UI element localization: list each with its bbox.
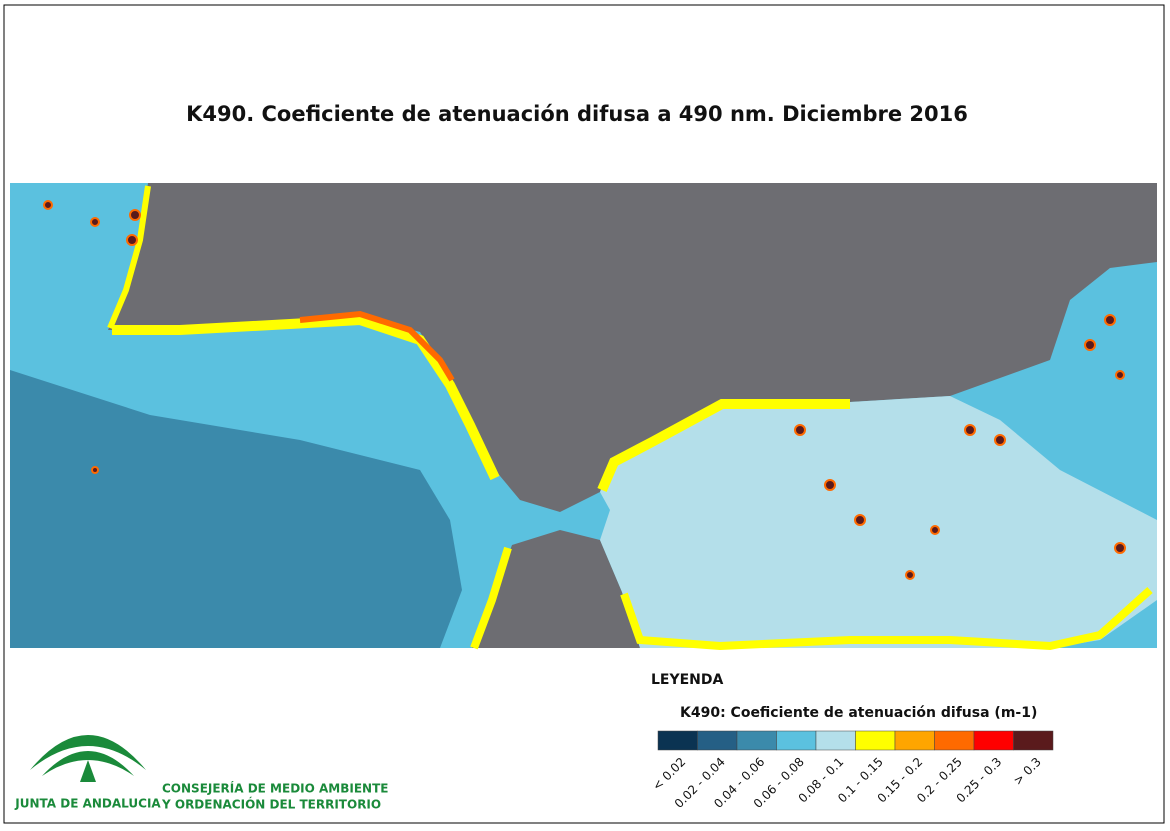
legend-swatch: [697, 730, 738, 751]
legend-swatch: [973, 730, 1014, 751]
legend-swatch: [1013, 730, 1054, 751]
coast-med-north: [597, 399, 850, 492]
legend-heading: LEYENDA: [651, 672, 724, 688]
coast-south: [470, 546, 512, 650]
sea-deep: [10, 370, 462, 648]
coast-north-atlantic: [112, 314, 500, 481]
coast-north-atlantic-high: [299, 310, 455, 382]
legend-swatch: [894, 730, 935, 751]
coast-med-south: [620, 587, 1153, 651]
logo-department: Y ORDENACIÓN DEL TERRITORIO: [161, 797, 381, 812]
turbid-spots: [43, 200, 1126, 580]
logo-name: JUNTA DE ANDALUCIA: [14, 797, 161, 811]
sea-coastal-light: [600, 396, 1157, 648]
logo-department: CONSEJERÍA DE MEDIO AMBIENTE: [162, 781, 388, 796]
logo: JUNTA DE ANDALUCIA CONSEJERÍA DE MEDIO A…: [14, 735, 388, 812]
legend-swatch: [934, 730, 975, 751]
legend-swatch: [776, 730, 817, 751]
coast-west: [107, 185, 151, 330]
map-title: K490. Coeficiente de atenuación difusa a…: [186, 102, 968, 126]
legend-swatch: [815, 730, 856, 751]
legend-swatch: [736, 730, 777, 751]
legend-swatch: [855, 730, 896, 751]
legend-swatch: [657, 730, 698, 751]
legend-title: K490: Coeficiente de atenuación difusa (…: [680, 705, 1037, 721]
map: [10, 183, 1157, 651]
